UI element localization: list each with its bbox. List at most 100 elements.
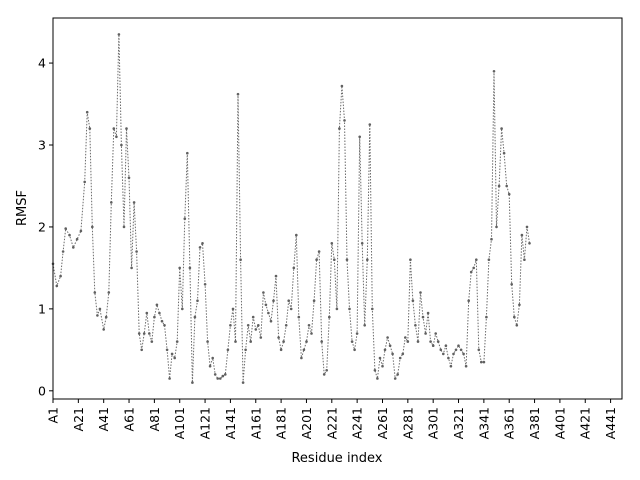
rmsf-point <box>421 315 425 319</box>
rmsf-point <box>262 291 265 294</box>
rmsf-point <box>251 315 255 319</box>
rmsf-point <box>409 258 412 262</box>
rmsf-point <box>500 127 503 130</box>
rmsf-point <box>241 381 245 384</box>
rmsf-point <box>112 127 116 130</box>
rmsf-point <box>246 324 250 327</box>
rmsf-point <box>206 340 209 343</box>
x-tick-label: A181 <box>274 407 289 439</box>
x-tick-label: A141 <box>223 407 238 439</box>
rmsf-point <box>338 127 341 130</box>
x-tick-label: A401 <box>552 407 567 439</box>
rmsf-point <box>515 324 519 327</box>
rmsf-point <box>277 336 280 339</box>
rmsf-point <box>188 266 192 270</box>
rmsf-point <box>130 266 133 270</box>
x-tick-label: A201 <box>299 407 314 439</box>
rmsf-point <box>88 127 92 130</box>
rmsf-point <box>234 340 237 343</box>
rmsf-point <box>173 356 176 360</box>
rmsf-point <box>64 227 67 230</box>
rmsf-point <box>75 237 79 241</box>
x-tick-label: A281 <box>400 407 415 439</box>
rmsf-point <box>269 319 273 323</box>
y-axis-label: RMSF <box>15 190 30 226</box>
rmsf-point <box>315 258 318 262</box>
rmsf-point <box>419 291 422 294</box>
rmsf-point <box>360 242 364 245</box>
rmsf-point <box>115 135 118 139</box>
rmsf-series-line <box>52 34 530 383</box>
rmsf-point <box>348 307 351 311</box>
rmsf-point <box>59 274 62 278</box>
rmsf-point <box>505 184 509 188</box>
rmsf-point <box>297 315 301 319</box>
rmsf-point <box>528 242 531 245</box>
rmsf-point <box>457 344 460 348</box>
rmsf-point <box>135 250 138 253</box>
rmsf-point <box>477 348 481 352</box>
rmsf-point <box>257 324 260 327</box>
rmsf-point <box>482 360 486 364</box>
rmsf-point <box>267 311 270 315</box>
rmsf-point <box>55 284 59 288</box>
rmsf-point <box>366 258 369 262</box>
rmsf-point <box>355 332 359 335</box>
rmsf-point <box>61 250 65 253</box>
rmsf-point <box>91 225 94 229</box>
rmsf-point <box>449 364 453 368</box>
x-tick-label: A161 <box>248 407 263 439</box>
rmsf-point <box>239 258 242 262</box>
rmsf-point <box>386 336 389 339</box>
rmsf-point <box>142 332 146 335</box>
rmsf-point <box>170 352 174 356</box>
rmsf-point <box>226 348 230 352</box>
rmsf-point <box>175 340 179 343</box>
x-tick-label: A21 <box>71 407 86 431</box>
rmsf-point <box>155 303 159 307</box>
x-tick-label: A321 <box>451 407 466 439</box>
rmsf-point <box>201 242 204 245</box>
rmsf-point <box>211 356 214 360</box>
rmsf-point <box>373 369 377 372</box>
rmsf-point <box>302 348 306 352</box>
x-tick-label: A301 <box>426 407 441 439</box>
rmsf-point <box>469 270 473 274</box>
rmsf-point <box>383 348 387 352</box>
rmsf-point <box>85 110 89 114</box>
rmsf-point <box>219 377 222 380</box>
rmsf-point <box>79 229 83 233</box>
rmsf-point <box>274 274 278 278</box>
rmsf-point <box>416 340 420 343</box>
rmsf-point <box>376 377 379 380</box>
rmsf-point <box>426 311 430 315</box>
rmsf-point <box>330 242 334 245</box>
rmsf-point <box>198 246 202 249</box>
rmsf-point <box>104 315 108 319</box>
rmsf-point <box>181 307 184 311</box>
rmsf-point <box>333 258 336 262</box>
rmsf-point <box>442 352 445 356</box>
rmsf-point <box>434 332 438 335</box>
rmsf-point <box>398 356 402 360</box>
rmsf-point <box>353 348 356 352</box>
rmsf-point <box>502 151 506 155</box>
x-tick-label: A61 <box>122 407 137 431</box>
rmsf-point <box>236 92 240 96</box>
rmsf-point <box>414 324 417 327</box>
data-layer <box>51 33 531 384</box>
rmsf-point <box>317 250 321 253</box>
x-tick-label: A1 <box>46 407 61 424</box>
rmsf-point <box>462 352 465 356</box>
rmsf-point <box>183 217 187 220</box>
rmsf-point <box>464 364 468 368</box>
rmsf-point <box>284 324 288 327</box>
rmsf-point <box>406 340 410 343</box>
x-tick-label: A241 <box>350 407 365 439</box>
rmsf-point <box>216 377 219 380</box>
rmsf-point <box>279 348 283 352</box>
rmsf-point <box>300 356 303 360</box>
rmsf-point <box>485 315 488 319</box>
rmsf-point <box>358 135 362 139</box>
rmsf-point <box>208 364 212 368</box>
